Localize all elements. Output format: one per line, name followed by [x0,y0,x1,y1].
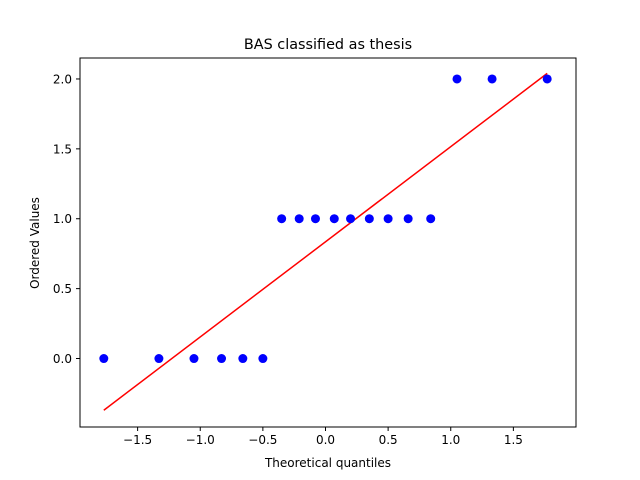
data-point [383,214,393,224]
data-point [277,214,287,224]
data-point [542,74,552,84]
y-tick-label: 2.0 [53,72,72,86]
data-point [329,214,339,224]
data-point [99,354,109,364]
fit-line-layer [103,72,548,411]
data-point [310,214,320,224]
y-tick-label: 1.0 [53,212,72,226]
data-point [426,214,436,224]
y-tick-label: 1.5 [53,142,72,156]
data-point [154,354,164,364]
x-tick-label: 1.0 [441,433,460,447]
data-point [189,354,199,364]
x-axis-ticks: −1.5 −1.0 −0.5 0.0 0.5 1.0 1.5 [123,427,523,447]
data-point [487,74,497,84]
x-tick-label: −1.5 [123,433,152,447]
y-tick-label: 0.0 [53,352,72,366]
points-layer [99,74,552,364]
data-point [346,214,356,224]
data-point [294,214,304,224]
axes-frame [79,57,577,428]
y-axis-title: Ordered Values [28,197,42,289]
data-point [364,214,374,224]
chart-title: BAS classified as thesis [244,37,412,53]
x-tick-label: 1.5 [504,433,523,447]
data-point [452,74,462,84]
x-axis-title: Theoretical quantiles [264,456,391,470]
y-axis-ticks: 0.0 0.5 1.0 1.5 2.0 [53,72,80,366]
x-tick-label: 0.0 [316,433,335,447]
data-point [238,354,248,364]
y-tick-label: 0.5 [53,282,72,296]
x-tick-label: −0.5 [248,433,277,447]
data-point [403,214,413,224]
data-point [258,354,268,364]
x-tick-label: −1.0 [186,433,215,447]
x-tick-label: 0.5 [379,433,398,447]
data-point [217,354,227,364]
fit-line [103,72,548,411]
